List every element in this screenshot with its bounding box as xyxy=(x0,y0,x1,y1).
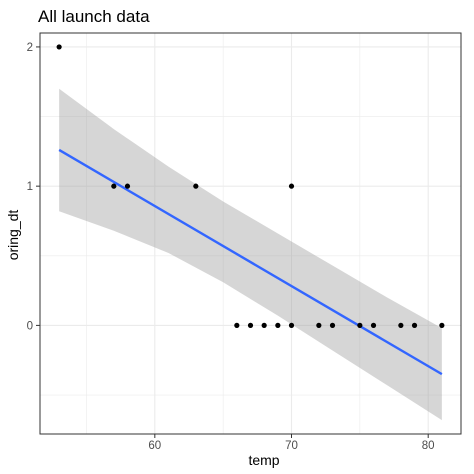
data-point xyxy=(261,322,267,328)
grid-lines xyxy=(40,33,461,434)
regression-line xyxy=(58,148,443,376)
data-point xyxy=(411,322,418,328)
confidence-band-layer xyxy=(59,88,442,421)
data-point xyxy=(316,322,322,328)
x-tick-label: 60 xyxy=(148,440,161,452)
y-tick-label: 0 xyxy=(27,320,33,332)
y-tick-label: 2 xyxy=(27,42,33,54)
data-point xyxy=(234,322,240,328)
x-tick-label: 70 xyxy=(285,440,298,452)
x-axis-title: temp xyxy=(248,452,279,468)
data-point xyxy=(247,322,254,328)
data-point xyxy=(329,322,336,328)
data-points xyxy=(56,44,445,328)
confidence-band xyxy=(59,88,442,421)
data-point xyxy=(398,322,404,328)
y-axis-title: oring_dt xyxy=(5,210,21,261)
panel-border xyxy=(39,32,462,435)
fit-line-layer xyxy=(58,148,443,376)
axis-ticks: 60 70 80 0 1 2 xyxy=(27,42,435,452)
data-point xyxy=(439,322,445,328)
data-point xyxy=(288,183,295,189)
data-point xyxy=(370,322,377,328)
x-tick-label: 80 xyxy=(422,440,435,452)
data-point xyxy=(56,44,62,50)
data-point xyxy=(357,322,363,328)
y-tick-label: 1 xyxy=(27,181,33,193)
data-point xyxy=(275,322,281,328)
data-point xyxy=(288,322,295,328)
data-point xyxy=(111,183,117,189)
data-point xyxy=(124,183,131,189)
data-point xyxy=(193,183,199,189)
chart-title: All launch data xyxy=(38,7,150,26)
